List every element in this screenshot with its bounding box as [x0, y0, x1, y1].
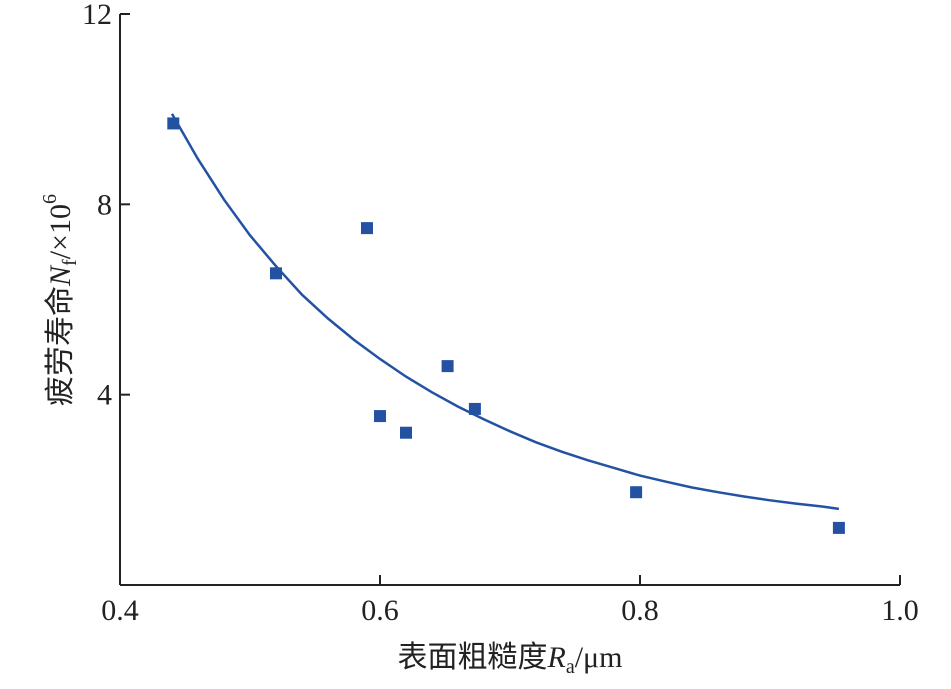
fit-curve-line — [170, 113, 840, 511]
data-point — [832, 521, 845, 534]
y-tick-label: 8 — [97, 188, 112, 221]
data-point — [270, 267, 282, 280]
y-tick-label: 4 — [97, 379, 112, 412]
axes — [119, 14, 900, 586]
data-point — [441, 360, 454, 373]
y-axis-title: 疲劳寿命Nf/×106 — [39, 194, 81, 406]
y-tick-label: 12 — [82, 0, 112, 31]
fit-curves — [170, 113, 840, 511]
x-tick-label: 0.4 — [101, 594, 139, 627]
data-point — [167, 117, 180, 130]
data-point — [374, 410, 386, 423]
y-ticks: 4 8 12 — [82, 0, 130, 412]
x-tick-label: 0.6 — [361, 594, 399, 627]
data-point — [361, 222, 373, 235]
x-ticks: 0.4 0.6 0.8 1.0 — [101, 575, 919, 627]
data-point — [468, 402, 481, 415]
data-point — [400, 426, 412, 439]
x-axis-title: 表面粗糙度Ra/μm — [398, 640, 623, 678]
data-point — [630, 486, 643, 499]
x-tick-label: 1.0 — [881, 594, 919, 627]
x-tick-label: 0.8 — [621, 594, 659, 627]
data-points — [167, 117, 845, 534]
